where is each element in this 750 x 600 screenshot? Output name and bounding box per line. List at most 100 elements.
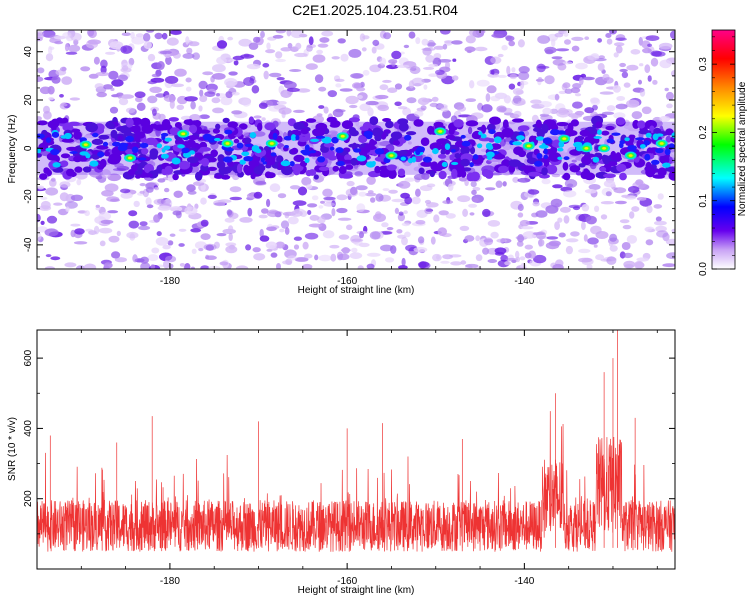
noise-blob bbox=[608, 241, 614, 247]
noise-blob bbox=[581, 204, 590, 212]
noise-blob bbox=[318, 254, 332, 262]
noise-blob bbox=[167, 240, 174, 246]
band-blob bbox=[125, 117, 134, 128]
noise-blob bbox=[159, 50, 172, 55]
noise-blob bbox=[490, 56, 502, 64]
noise-blob bbox=[292, 200, 307, 206]
noise-blob bbox=[304, 253, 313, 259]
noise-blob bbox=[263, 70, 269, 80]
snr-xlabel: Height of straight line (km) bbox=[298, 585, 415, 596]
band-bright-blob bbox=[171, 157, 181, 165]
band-blob bbox=[569, 165, 581, 173]
noise-blob bbox=[145, 197, 152, 206]
noise-blob bbox=[110, 87, 115, 91]
noise-blob bbox=[670, 30, 675, 39]
noise-blob bbox=[293, 236, 302, 241]
noise-blob bbox=[279, 228, 285, 233]
band-blob bbox=[567, 122, 574, 133]
noise-blob bbox=[100, 65, 107, 74]
noise-blob bbox=[128, 220, 140, 229]
noise-blob bbox=[530, 99, 542, 104]
band-bright-blob bbox=[244, 143, 254, 148]
noise-blob bbox=[440, 260, 450, 264]
band-bright-blob bbox=[655, 133, 664, 137]
band-blob bbox=[359, 126, 369, 131]
band-bright-blob bbox=[177, 144, 185, 149]
noise-blob bbox=[468, 203, 478, 208]
noise-blob bbox=[117, 74, 128, 82]
noise-blob bbox=[245, 244, 252, 251]
band-blob bbox=[264, 122, 276, 131]
band-blob bbox=[73, 130, 82, 140]
noise-blob bbox=[471, 189, 477, 196]
band-blob bbox=[637, 120, 646, 129]
noise-blob bbox=[253, 191, 263, 199]
noise-blob bbox=[103, 262, 113, 269]
band-blob bbox=[248, 116, 255, 124]
band-bright-blob bbox=[239, 159, 246, 165]
noise-blob bbox=[505, 35, 515, 42]
noise-blob bbox=[404, 177, 416, 182]
noise-blob bbox=[524, 252, 532, 259]
noise-blob bbox=[605, 191, 612, 197]
band-bright-blob bbox=[156, 143, 163, 149]
noise-blob bbox=[356, 87, 366, 92]
band-blob bbox=[397, 168, 406, 177]
band-blob bbox=[616, 163, 627, 172]
noise-blob bbox=[94, 83, 104, 90]
noise-blob bbox=[350, 73, 364, 79]
band-blob bbox=[605, 125, 615, 131]
noise-blob bbox=[372, 39, 380, 47]
noise-blob bbox=[551, 38, 556, 48]
noise-blob bbox=[578, 248, 591, 254]
noise-blob bbox=[120, 94, 134, 99]
noise-blob bbox=[120, 192, 133, 199]
noise-blob bbox=[508, 40, 515, 47]
noise-blob bbox=[70, 32, 82, 42]
noise-blob bbox=[373, 213, 386, 222]
band-blob bbox=[276, 135, 283, 143]
colorbar-tick-label: 0.1 bbox=[698, 193, 709, 207]
noise-blob bbox=[169, 99, 175, 109]
noise-blob bbox=[614, 200, 627, 205]
noise-blob bbox=[346, 224, 353, 231]
noise-blob bbox=[403, 44, 410, 49]
noise-blob bbox=[269, 72, 282, 78]
band-bright-blob bbox=[223, 156, 233, 163]
noise-blob bbox=[307, 210, 312, 215]
band-blob bbox=[195, 171, 203, 181]
band-bright-blob bbox=[662, 162, 671, 168]
band-blob bbox=[74, 166, 83, 173]
noise-blob bbox=[644, 64, 651, 74]
noise-blob bbox=[570, 231, 580, 237]
y-tick-label: 200 bbox=[23, 490, 34, 507]
noise-blob bbox=[96, 91, 107, 98]
hot-spot-core bbox=[340, 134, 345, 138]
noise-blob bbox=[287, 255, 298, 261]
noise-blob bbox=[304, 232, 319, 240]
x-tick-label: -160 bbox=[337, 276, 357, 287]
noise-blob bbox=[337, 217, 352, 221]
band-blob bbox=[480, 124, 487, 134]
band-bright-blob bbox=[79, 137, 87, 142]
noise-blob bbox=[597, 38, 602, 43]
noise-blob bbox=[505, 257, 519, 262]
noise-blob bbox=[404, 196, 413, 205]
noise-blob bbox=[354, 171, 364, 177]
noise-blob bbox=[387, 87, 398, 93]
noise-blob bbox=[335, 83, 342, 88]
noise-blob bbox=[588, 184, 601, 190]
noise-blob bbox=[46, 215, 58, 224]
band-blob bbox=[398, 122, 409, 132]
band-bright-blob bbox=[283, 135, 292, 141]
band-blob bbox=[233, 138, 240, 144]
band-blob bbox=[134, 131, 146, 139]
band-blob bbox=[665, 128, 674, 136]
noise-blob bbox=[266, 226, 277, 232]
noise-blob bbox=[228, 233, 233, 241]
noise-blob bbox=[140, 256, 149, 264]
noise-blob bbox=[564, 179, 578, 188]
noise-blob bbox=[314, 254, 319, 261]
band-bright-blob bbox=[488, 129, 496, 135]
band-bright-blob bbox=[550, 129, 560, 136]
